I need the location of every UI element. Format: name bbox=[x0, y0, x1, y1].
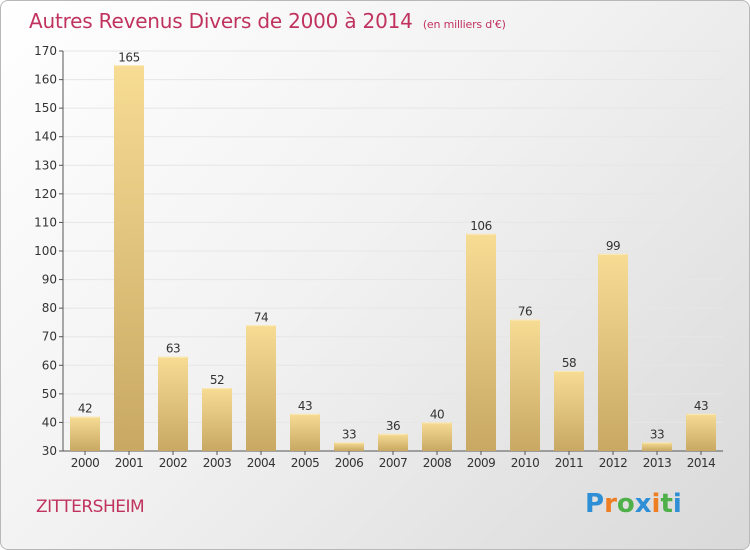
logo-letter: P bbox=[585, 489, 605, 519]
bar bbox=[158, 356, 188, 451]
data-label: 42 bbox=[78, 402, 92, 416]
bar bbox=[598, 253, 628, 451]
y-tick-label: 50 bbox=[42, 387, 57, 401]
bar bbox=[466, 233, 496, 451]
commune-name: ZITTERSHEIM bbox=[36, 497, 145, 517]
x-tick-label: 2011 bbox=[555, 456, 584, 470]
chart-title: Autres Revenus Divers de 2000 à 2014 (en… bbox=[29, 9, 506, 33]
bar bbox=[290, 413, 320, 451]
x-tick-label: 2006 bbox=[335, 456, 364, 470]
data-label: 52 bbox=[210, 373, 224, 387]
y-tick-label: 60 bbox=[42, 358, 57, 372]
data-label: 74 bbox=[254, 310, 268, 324]
bar bbox=[114, 65, 144, 452]
data-label: 40 bbox=[430, 407, 444, 421]
bar bbox=[70, 416, 100, 451]
x-tick-label: 2008 bbox=[423, 456, 452, 470]
bar bbox=[554, 371, 584, 451]
logo-letter: t bbox=[660, 489, 673, 519]
x-tick-label: 2000 bbox=[71, 456, 100, 470]
y-tick-label: 120 bbox=[34, 187, 57, 201]
x-tick-label: 2007 bbox=[379, 456, 408, 470]
bar bbox=[202, 388, 232, 451]
data-label: 43 bbox=[694, 399, 708, 413]
y-tick-label: 130 bbox=[34, 158, 57, 172]
bar bbox=[334, 442, 364, 451]
y-tick-label: 150 bbox=[34, 101, 57, 115]
bar bbox=[246, 325, 276, 451]
bar bbox=[378, 433, 408, 451]
bar bbox=[422, 422, 452, 451]
title-subtitle: (en milliers d'€) bbox=[422, 18, 506, 31]
x-tick-label: 2001 bbox=[115, 456, 144, 470]
y-tick-label: 100 bbox=[34, 244, 57, 258]
logo-letter: r bbox=[604, 489, 617, 519]
logo-letter: i bbox=[651, 489, 661, 519]
y-tick-label: 40 bbox=[42, 415, 57, 429]
data-label: 106 bbox=[470, 219, 491, 233]
logo-letter: o bbox=[616, 489, 635, 519]
x-tick-label: 2013 bbox=[643, 456, 672, 470]
data-label: 33 bbox=[342, 427, 356, 441]
proxiti-logo[interactable]: Proxiti bbox=[585, 489, 682, 519]
y-tick-label: 160 bbox=[34, 73, 57, 87]
title-text: Autres Revenus Divers de 2000 à 2014 bbox=[29, 9, 413, 33]
data-label: 76 bbox=[518, 305, 532, 319]
y-tick-label: 90 bbox=[42, 273, 57, 287]
x-tick-label: 2012 bbox=[599, 456, 628, 470]
bar bbox=[642, 442, 672, 451]
data-label: 99 bbox=[606, 239, 620, 253]
x-tick-label: 2010 bbox=[511, 456, 540, 470]
y-tick-label: 30 bbox=[42, 444, 57, 458]
data-label: 33 bbox=[650, 427, 664, 441]
x-tick-label: 2004 bbox=[247, 456, 276, 470]
data-label: 58 bbox=[562, 356, 576, 370]
y-tick-label: 110 bbox=[34, 215, 57, 229]
x-tick-label: 2003 bbox=[203, 456, 232, 470]
data-label: 43 bbox=[298, 399, 312, 413]
y-tick-label: 80 bbox=[42, 301, 57, 315]
data-label: 165 bbox=[118, 50, 139, 64]
x-tick-label: 2005 bbox=[291, 456, 320, 470]
y-tick-label: 70 bbox=[42, 330, 57, 344]
x-tick-label: 2014 bbox=[687, 456, 716, 470]
y-tick-label: 140 bbox=[34, 130, 57, 144]
bar bbox=[686, 413, 716, 451]
data-label: 36 bbox=[386, 419, 400, 433]
logo-letter: i bbox=[672, 489, 682, 519]
data-label: 63 bbox=[166, 342, 180, 356]
x-tick-label: 2009 bbox=[467, 456, 496, 470]
bar bbox=[510, 319, 540, 451]
logo-letter: x bbox=[634, 489, 652, 519]
x-tick-label: 2002 bbox=[159, 456, 188, 470]
y-tick-label: 170 bbox=[34, 44, 57, 58]
